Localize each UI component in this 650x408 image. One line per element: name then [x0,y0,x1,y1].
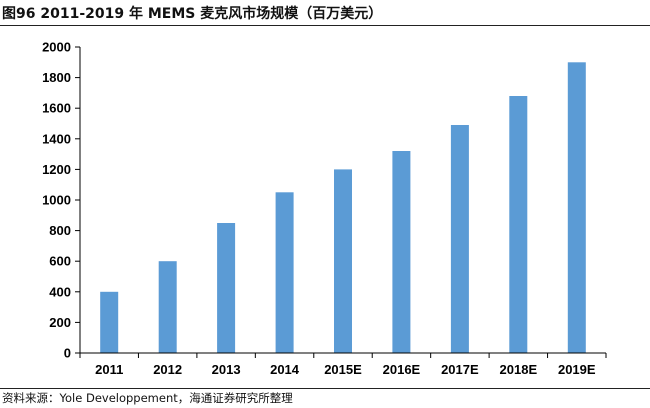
y-tick-label: 2000 [42,40,71,55]
x-tick-label: 2013 [212,362,241,377]
x-tick-label: 2019E [558,362,596,377]
bar-2019E [567,62,586,354]
y-tick-label: 1000 [42,193,71,208]
y-tick-label: 1200 [42,162,71,177]
title-rule [0,25,650,26]
y-tick-label: 600 [49,254,71,269]
bar-2015E [334,169,352,353]
y-tick-label: 1600 [42,101,71,116]
bar-2011 [100,291,119,353]
bar-2014 [275,192,294,353]
bar-2017E [450,125,469,353]
y-tick-label: 200 [49,315,71,330]
x-tick-label: 2014 [270,362,300,377]
y-tick-label: 1800 [42,70,71,85]
x-tick-label: 2011 [95,362,123,377]
bar-2013 [217,223,236,353]
y-tick-label: 400 [49,284,71,299]
y-tick-label: 800 [49,223,71,238]
bar-2016E [392,151,411,353]
x-tick-label: 2017E [441,362,479,377]
y-tick-label: 1400 [42,131,71,146]
bar-2018E [509,96,528,353]
figure-title: 图96 2011-2019 年 MEMS 麦克风市场规模（百万美元） [2,6,383,22]
source-rule [0,388,650,389]
x-tick-label: 2012 [153,362,182,377]
source-note: 资料来源：Yole Developpement，海通证券研究所整理 [2,391,293,405]
y-tick-label: 0 [64,346,71,361]
x-tick-label: 2016E [383,362,421,377]
bar-chart: 0 200 400 600 800 1000 1200 1400 1600 1800 2000 201… [42,40,607,377]
x-tick-label: 2018E [500,362,538,377]
bar-2012 [158,261,177,353]
x-tick-label: 2015E [324,362,362,377]
